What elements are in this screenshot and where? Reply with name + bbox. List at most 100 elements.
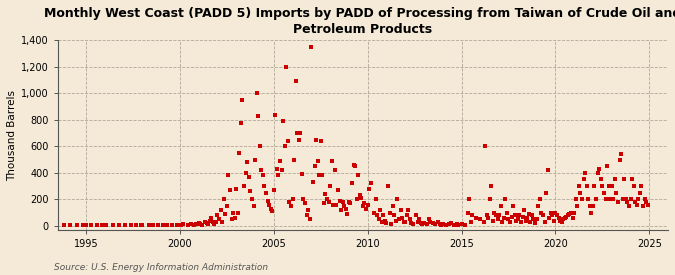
Point [610,177,620,182]
Point [619,177,630,182]
Point [157,223,168,227]
Point [594,167,605,171]
Point [223,173,234,178]
Point [631,202,642,207]
Point [178,222,188,227]
Point [167,223,178,227]
Point [295,131,306,135]
Point [254,144,265,148]
Point [446,221,456,225]
Point [556,220,567,224]
Point [290,79,301,84]
Point [535,197,545,202]
Point [576,197,587,202]
Point [403,208,414,212]
Point [422,222,433,227]
Point [549,218,560,223]
Point [321,197,332,202]
Point [329,168,340,172]
Point [200,220,211,224]
Point [209,222,219,226]
Point [395,208,406,212]
Point [481,213,492,218]
Point [483,216,493,220]
Point [575,191,586,195]
Point [373,217,384,221]
Point [153,223,163,227]
Point [597,184,608,188]
Point [211,220,221,225]
Point [92,223,103,227]
Point [287,197,298,202]
Point [448,223,459,227]
Point [500,197,511,202]
Point [242,160,252,164]
Point [641,200,651,204]
Point [259,184,270,188]
Point [59,223,70,227]
Point [636,184,647,188]
Point [456,222,467,227]
Point [561,214,572,219]
Point [591,197,601,202]
Point [230,216,240,220]
Point [319,201,329,205]
Point [250,157,261,162]
Point [506,214,517,219]
Point [583,197,594,202]
Point [580,170,591,175]
Point [518,208,529,212]
Point [533,204,543,208]
Point [292,131,302,135]
Point [390,218,401,223]
Point [415,221,426,225]
Point [558,217,569,221]
Point [271,167,282,171]
Point [119,223,130,227]
Point [339,204,350,208]
Point [350,164,360,168]
Point [218,197,229,202]
Point [256,168,267,172]
Point [206,216,217,220]
Point [240,170,251,175]
Point [470,216,481,220]
Point [617,197,628,202]
Point [101,223,112,227]
Point [107,223,118,227]
Point [196,223,207,227]
Point [643,202,653,207]
Point [475,217,486,221]
Point [495,204,506,208]
Point [525,220,536,224]
Text: Source: U.S. Energy Information Administration: Source: U.S. Energy Information Administ… [54,263,268,272]
Point [517,214,528,219]
Point [611,191,622,195]
Point [630,200,641,204]
Point [402,213,412,218]
Point [441,223,452,227]
Point [234,151,245,155]
Point [531,217,542,221]
Point [72,223,82,227]
Point [176,223,187,227]
Point [239,184,250,188]
Point [555,218,566,223]
Point [599,191,610,195]
Y-axis label: Thousand Barrels: Thousand Barrels [7,90,17,181]
Point [221,204,232,208]
Point [326,159,337,163]
Point [410,213,421,218]
Point [281,65,292,69]
Point [620,197,631,202]
Point [436,223,447,227]
Point [639,197,650,202]
Point [459,223,470,227]
Point [505,220,516,224]
Point [289,157,300,162]
Point [345,201,356,205]
Point [80,223,91,227]
Point [353,173,364,178]
Point [309,164,320,168]
Point [428,221,439,225]
